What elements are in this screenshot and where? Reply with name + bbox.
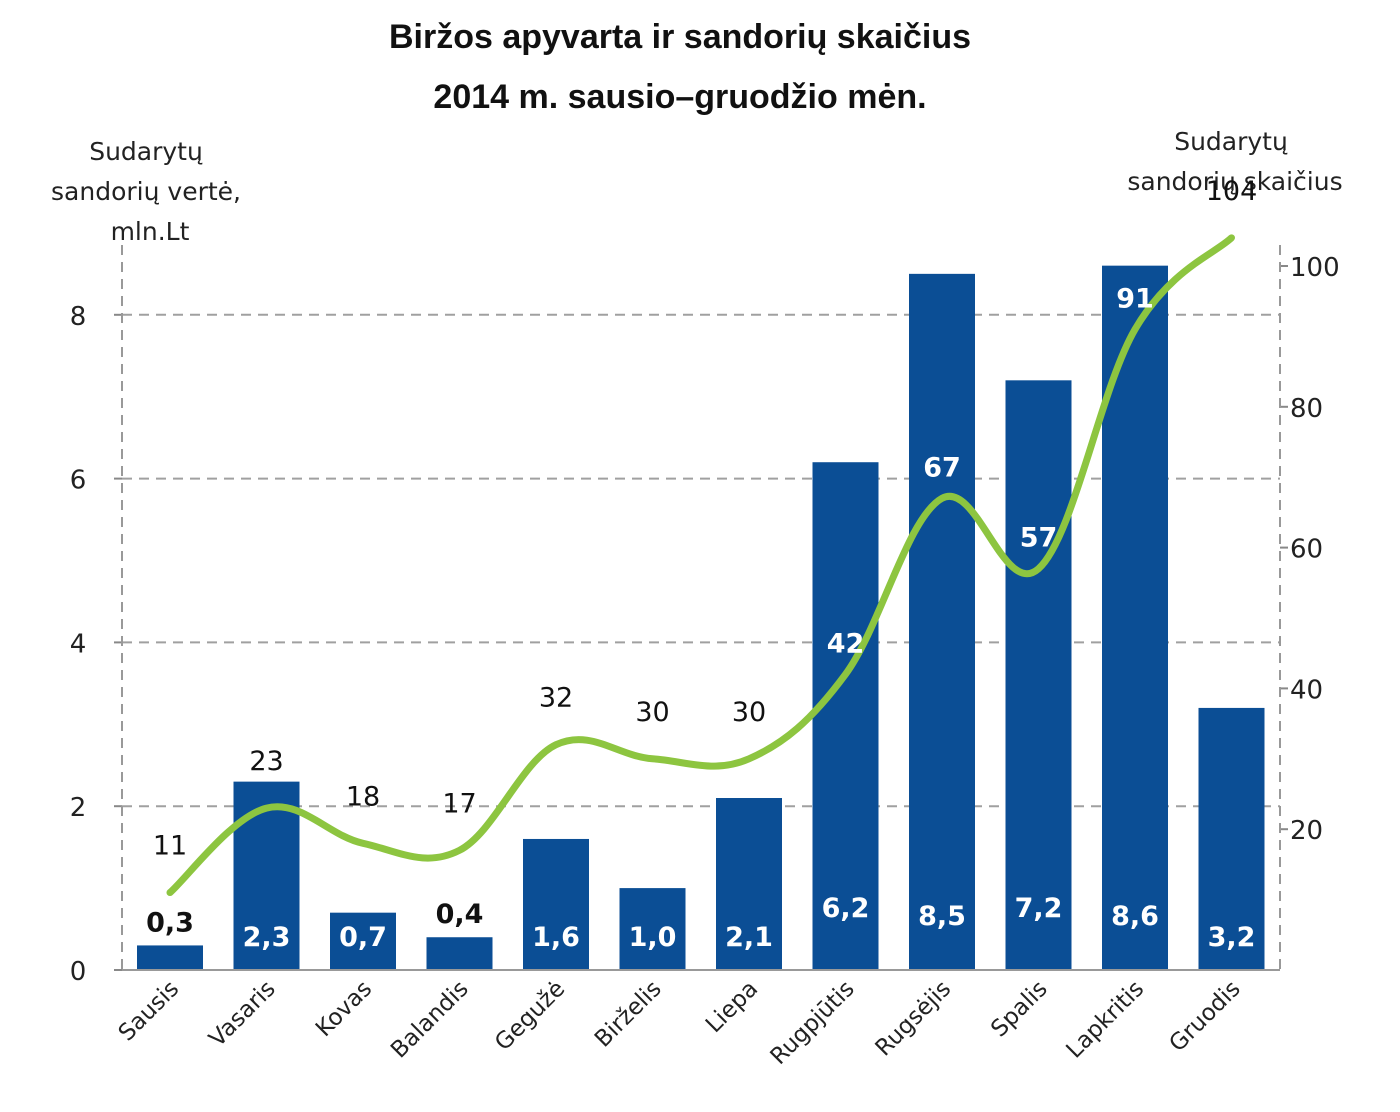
left-axis-tick-label: 4 bbox=[70, 629, 87, 659]
bar bbox=[137, 945, 203, 970]
left-axis-title-line: Sudarytų bbox=[89, 137, 203, 166]
chart-subtitle: 2014 m. sausio–gruodžio mėn. bbox=[433, 78, 926, 116]
line-value-label: 104 bbox=[1206, 176, 1258, 207]
left-axis-title-line: sandorių vertė, bbox=[51, 177, 241, 206]
bar bbox=[909, 273, 975, 971]
bar bbox=[716, 798, 782, 970]
bar-value-label: 1,6 bbox=[532, 922, 580, 953]
left-axis-title-line: mln.Lt bbox=[111, 217, 190, 246]
x-axis-category-label: Sausis bbox=[114, 976, 184, 1046]
data-labels: 0,3 2,3 0,7 0,4 1,6 1,0 2,1 6,2 8,5 7,2 8,6 3,2 11 23… bbox=[146, 176, 1257, 953]
left-axis-tick-label: 2 bbox=[70, 793, 87, 823]
bar bbox=[619, 888, 686, 970]
right-axis-title-line: Sudarytų bbox=[1174, 127, 1288, 156]
bar bbox=[426, 937, 493, 970]
line-value-label: 17 bbox=[442, 788, 476, 819]
right-axis-tick-label: 60 bbox=[1290, 535, 1323, 565]
bars bbox=[137, 265, 1265, 971]
x-axis-category-label: Vasaris bbox=[204, 976, 280, 1052]
bar bbox=[330, 912, 396, 970]
bar-value-label: 2,3 bbox=[243, 922, 291, 953]
x-axis-category-label: Rugsėjis bbox=[871, 976, 957, 1062]
x-axis-category-label: Gruodis bbox=[1164, 976, 1245, 1057]
bar bbox=[523, 838, 589, 970]
x-axis-category-label: Birželis bbox=[590, 976, 667, 1053]
bar-value-label: 8,5 bbox=[918, 901, 966, 932]
bar bbox=[1005, 380, 1072, 970]
left-axis-tick-label: 8 bbox=[70, 302, 87, 332]
line-value-label: 30 bbox=[732, 697, 766, 728]
x-axis-category-label: Balandis bbox=[386, 976, 474, 1064]
bar-value-label: 1,0 bbox=[629, 922, 677, 953]
bar-value-label: 7,2 bbox=[1015, 893, 1063, 924]
x-axis-category-label: Kovas bbox=[311, 976, 377, 1042]
line-value-label: 57 bbox=[1020, 523, 1058, 554]
bar bbox=[1198, 707, 1265, 970]
chart-title: Biržos apyvarta ir sandorių skaičius bbox=[389, 18, 971, 56]
line-value-label: 42 bbox=[827, 628, 865, 659]
line-value-label: 32 bbox=[539, 683, 573, 714]
right-axis-tick-label: 80 bbox=[1290, 394, 1323, 424]
bar bbox=[1102, 265, 1168, 970]
right-axis-title: Sudarytų sandorių skaičius bbox=[1127, 127, 1342, 196]
line-value-label: 11 bbox=[153, 831, 187, 862]
line-path bbox=[166, 234, 1235, 897]
x-axis-category-label: Spalis bbox=[986, 976, 1053, 1043]
line-value-label: 30 bbox=[635, 697, 669, 728]
left-axis-tick-label: 6 bbox=[70, 466, 87, 496]
bar-value-label: 6,2 bbox=[822, 893, 870, 924]
right-axis-tick-label: 100 bbox=[1290, 253, 1340, 283]
right-axis-tick-label: 20 bbox=[1290, 816, 1323, 846]
line-value-label: 18 bbox=[346, 781, 380, 812]
left-axis-tick-label: 0 bbox=[70, 957, 87, 987]
bar-value-label: 3,2 bbox=[1208, 922, 1256, 953]
gridlines bbox=[122, 313, 1280, 808]
line-series bbox=[166, 234, 1235, 897]
left-axis-title: Sudarytų sandorių vertė, mln.Lt bbox=[51, 137, 249, 246]
bar bbox=[812, 462, 879, 970]
x-axis-category-label: Gegužė bbox=[490, 976, 570, 1056]
bar bbox=[233, 781, 300, 970]
line-value-label: 91 bbox=[1116, 283, 1154, 314]
bar-value-label: 8,6 bbox=[1111, 901, 1159, 932]
line-value-label: 23 bbox=[249, 746, 283, 777]
bar-value-label: 2,1 bbox=[725, 922, 773, 953]
bar-value-label: 0,7 bbox=[339, 922, 387, 953]
bar-value-label: 0,4 bbox=[436, 899, 484, 930]
x-axis-category-label: Lapkritis bbox=[1062, 976, 1150, 1064]
x-axis-category-label: Rugpjūtis bbox=[766, 976, 860, 1070]
bar-value-label: 0,3 bbox=[146, 907, 194, 938]
right-axis-title-line: sandorių skaičius bbox=[1127, 167, 1342, 196]
line-value-label: 67 bbox=[923, 452, 961, 483]
right-axis-tick-label: 40 bbox=[1290, 675, 1323, 705]
x-axis-category-label: Liepa bbox=[701, 976, 763, 1038]
